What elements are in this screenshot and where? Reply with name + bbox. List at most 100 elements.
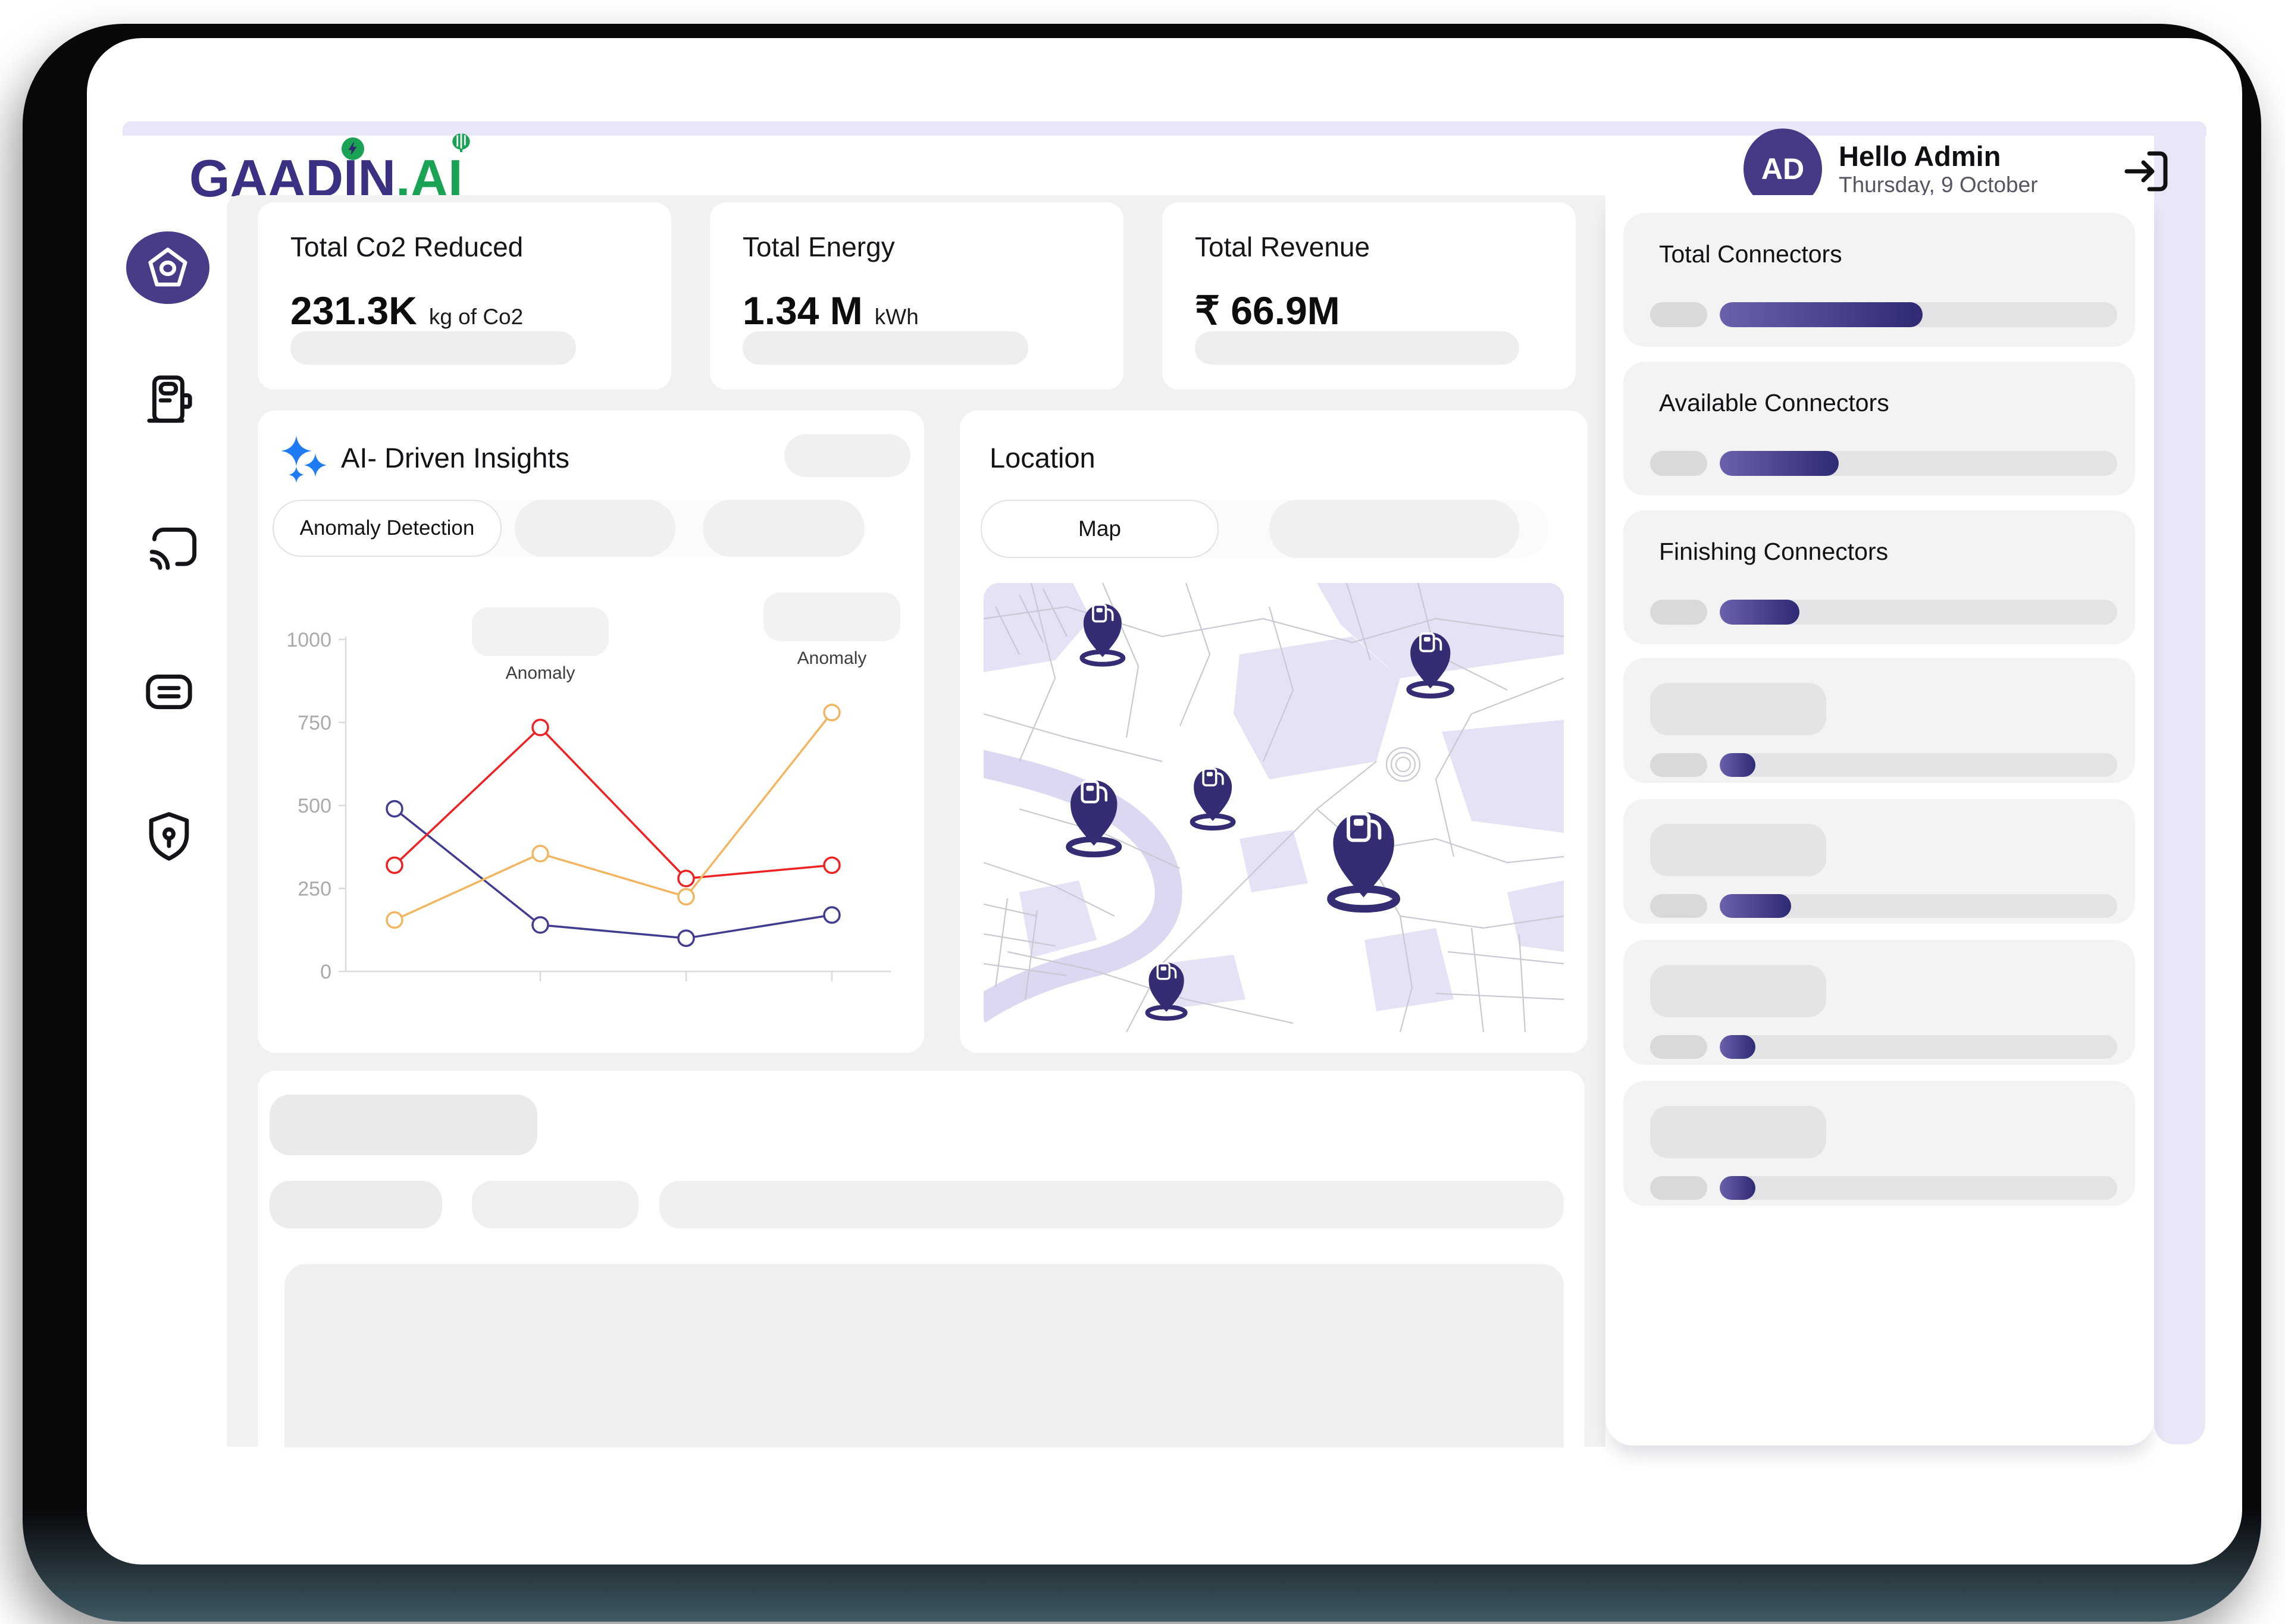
progress-fill bbox=[1720, 600, 1799, 625]
connector-card-skeleton bbox=[1623, 940, 2135, 1065]
skeleton-pill bbox=[472, 1181, 638, 1228]
skeleton-tab bbox=[703, 500, 865, 557]
logo-brain-icon bbox=[449, 130, 474, 155]
sidebar-item-security[interactable] bbox=[139, 807, 199, 866]
progress-bar bbox=[1720, 1035, 2117, 1059]
progress-fill bbox=[1720, 894, 1792, 918]
map-pin[interactable] bbox=[1066, 780, 1122, 858]
list-icon bbox=[146, 675, 192, 710]
skeleton-pill bbox=[659, 1181, 1564, 1228]
progress-fill bbox=[1720, 302, 1923, 327]
progress-fill bbox=[1720, 753, 1756, 777]
logo-bolt-icon bbox=[342, 137, 364, 160]
connector-label: Total Connectors bbox=[1659, 240, 1842, 268]
header-date: Thursday, 9 October bbox=[1839, 173, 2038, 197]
connector-card-total: Total Connectors bbox=[1623, 213, 2135, 347]
svg-text:500: 500 bbox=[298, 795, 331, 817]
window-top-accent bbox=[123, 121, 2206, 136]
connector-card-skeleton bbox=[1623, 799, 2135, 924]
stat-card-revenue: Total Revenue ₹ 66.9M bbox=[1162, 202, 1576, 390]
avatar-initials: AD bbox=[1761, 152, 1805, 186]
skeleton-pill bbox=[270, 1181, 442, 1228]
skeleton-badge bbox=[1650, 1035, 1707, 1059]
home-icon bbox=[148, 247, 187, 287]
greeting: Hello Admin bbox=[1839, 140, 2001, 172]
map-pin[interactable] bbox=[1190, 767, 1236, 831]
tab-label: Map bbox=[1078, 516, 1121, 541]
logout-icon[interactable] bbox=[2118, 144, 2173, 199]
tab-map[interactable]: Map bbox=[981, 500, 1219, 558]
device-bezel: GAADIN.AI AD Hello Admin Thursday, 9 Oct… bbox=[87, 38, 2242, 1565]
progress-fill bbox=[1720, 451, 1839, 476]
skeleton-badge bbox=[1650, 600, 1707, 625]
connector-card-finishing: Finishing Connectors bbox=[1623, 510, 2135, 644]
charging-station-icon bbox=[147, 375, 192, 423]
svg-text:250: 250 bbox=[298, 878, 331, 901]
location-title: Location bbox=[990, 442, 1095, 474]
stat-value: 1.34 M bbox=[743, 289, 863, 333]
skeleton-tab bbox=[515, 500, 675, 557]
insights-card: AI- Driven Insights Anomaly Detection 0 2… bbox=[258, 410, 924, 1053]
sidebar-item-chargers[interactable] bbox=[139, 370, 199, 429]
map-pin[interactable] bbox=[1145, 962, 1188, 1021]
svg-text:0: 0 bbox=[320, 961, 331, 983]
skeleton-badge bbox=[1650, 302, 1707, 327]
stat-card-energy: Total Energy 1.34 M kWh bbox=[710, 202, 1123, 390]
map-areas bbox=[984, 583, 1564, 1011]
insights-title: AI- Driven Insights bbox=[341, 442, 569, 474]
app-logo: GAADIN.AI bbox=[189, 133, 470, 214]
sidebar-item-network[interactable] bbox=[139, 515, 199, 575]
svg-text:750: 750 bbox=[298, 712, 331, 735]
location-shield-icon bbox=[149, 812, 189, 861]
map-pin[interactable] bbox=[1406, 632, 1455, 699]
window-right-accent bbox=[2154, 136, 2205, 1444]
connectors-panel: Total Connectors Available Connectors Fi… bbox=[1605, 195, 2154, 1446]
skeleton-badge bbox=[1650, 1176, 1707, 1200]
connector-label: Available Connectors bbox=[1659, 389, 1889, 416]
stat-unit: kWh bbox=[874, 305, 919, 329]
svg-text:1000: 1000 bbox=[286, 629, 331, 651]
stat-unit: kg of Co2 bbox=[428, 305, 524, 329]
map-pins bbox=[1066, 603, 1455, 1021]
progress-bar bbox=[1720, 302, 2117, 327]
skeleton-pill bbox=[784, 434, 910, 477]
skeleton-badge bbox=[1650, 894, 1707, 918]
device-frame: GAADIN.AI AD Hello Admin Thursday, 9 Oct… bbox=[23, 24, 2261, 1622]
skeleton-pill bbox=[1195, 331, 1519, 365]
stat-value: ₹ 66.9M bbox=[1195, 289, 1340, 333]
sidebar-item-dashboard[interactable] bbox=[126, 231, 209, 304]
skeleton-pill bbox=[270, 1095, 537, 1155]
sidebar-item-sessions[interactable] bbox=[139, 661, 199, 721]
progress-bar bbox=[1720, 753, 2117, 777]
tab-anomaly-detection[interactable]: Anomaly Detection bbox=[273, 500, 502, 557]
progress-bar bbox=[1720, 451, 2117, 476]
stat-value: 231.3K bbox=[290, 289, 417, 333]
skeleton-pill bbox=[290, 331, 576, 365]
connector-card-skeleton bbox=[1623, 1081, 2135, 1206]
skeleton-tab bbox=[1269, 500, 1519, 558]
tab-label: Anomaly Detection bbox=[299, 516, 475, 540]
svg-text:Anomaly: Anomaly bbox=[506, 663, 575, 683]
location-card: Location Map bbox=[960, 410, 1588, 1053]
skeleton-badge bbox=[1650, 753, 1707, 777]
connector-card-skeleton bbox=[1623, 658, 2135, 783]
stat-card-co2: Total Co2 Reduced 231.3K kg of Co2 bbox=[258, 202, 671, 390]
screen-cast-icon bbox=[149, 527, 197, 570]
stat-title: Total Energy bbox=[743, 231, 895, 262]
progress-bar bbox=[1720, 1176, 2117, 1200]
progress-fill bbox=[1720, 1035, 1756, 1059]
main-content: Total Co2 Reduced 231.3K kg of Co2 Total… bbox=[227, 195, 1605, 1447]
sparkle-icon bbox=[278, 434, 331, 487]
map-pin[interactable] bbox=[1079, 603, 1126, 667]
bottom-table-card bbox=[258, 1071, 1585, 1447]
skeleton-block bbox=[284, 1264, 1564, 1447]
map-pin[interactable] bbox=[1327, 811, 1401, 913]
progress-bar bbox=[1720, 600, 2117, 625]
progress-fill bbox=[1720, 1176, 1756, 1200]
skeleton-pill bbox=[1650, 965, 1826, 1017]
map[interactable] bbox=[984, 583, 1564, 1032]
skeleton-pill bbox=[1650, 824, 1826, 876]
stat-title: Total Revenue bbox=[1195, 231, 1370, 262]
connector-card-available: Available Connectors bbox=[1623, 362, 2135, 496]
stat-title: Total Co2 Reduced bbox=[290, 231, 524, 262]
